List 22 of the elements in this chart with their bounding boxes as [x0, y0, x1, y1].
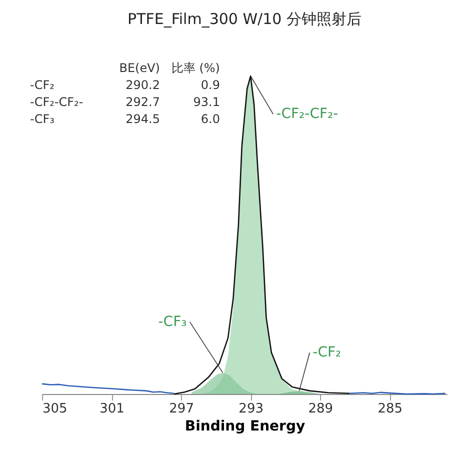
x-tick-label: 285	[378, 402, 403, 416]
x-axis-title: Binding Energy	[184, 418, 306, 434]
series-label: -CF₂-CF₂-	[276, 106, 338, 122]
annotation: 93.1	[193, 95, 220, 109]
text: -CF₂	[312, 344, 342, 361]
annotation: 292.7	[126, 95, 160, 109]
annotation: 6.0	[200, 112, 220, 126]
x-tick-label: 305	[42, 402, 68, 416]
chart-title: PTFE_Film_300 W/10 分钟照射后	[128, 10, 362, 28]
x-tick-label: 301	[100, 402, 124, 416]
annotation: -CF₃	[30, 112, 55, 126]
x-tick-label: 289	[308, 402, 334, 416]
x-tick-label: 297	[169, 402, 194, 416]
text: 比率 (%)	[171, 61, 220, 75]
annotation: 0.9	[200, 78, 220, 92]
annotation: 290.2	[126, 78, 160, 92]
text: BE(eV)	[119, 61, 160, 75]
annotation: 294.5	[126, 112, 160, 126]
annotation: -CF₂	[30, 78, 55, 92]
annotation: -CF₂-CF₂-	[30, 95, 84, 109]
x-tick-label: 293	[238, 402, 264, 416]
text: -CF₃	[158, 314, 187, 330]
